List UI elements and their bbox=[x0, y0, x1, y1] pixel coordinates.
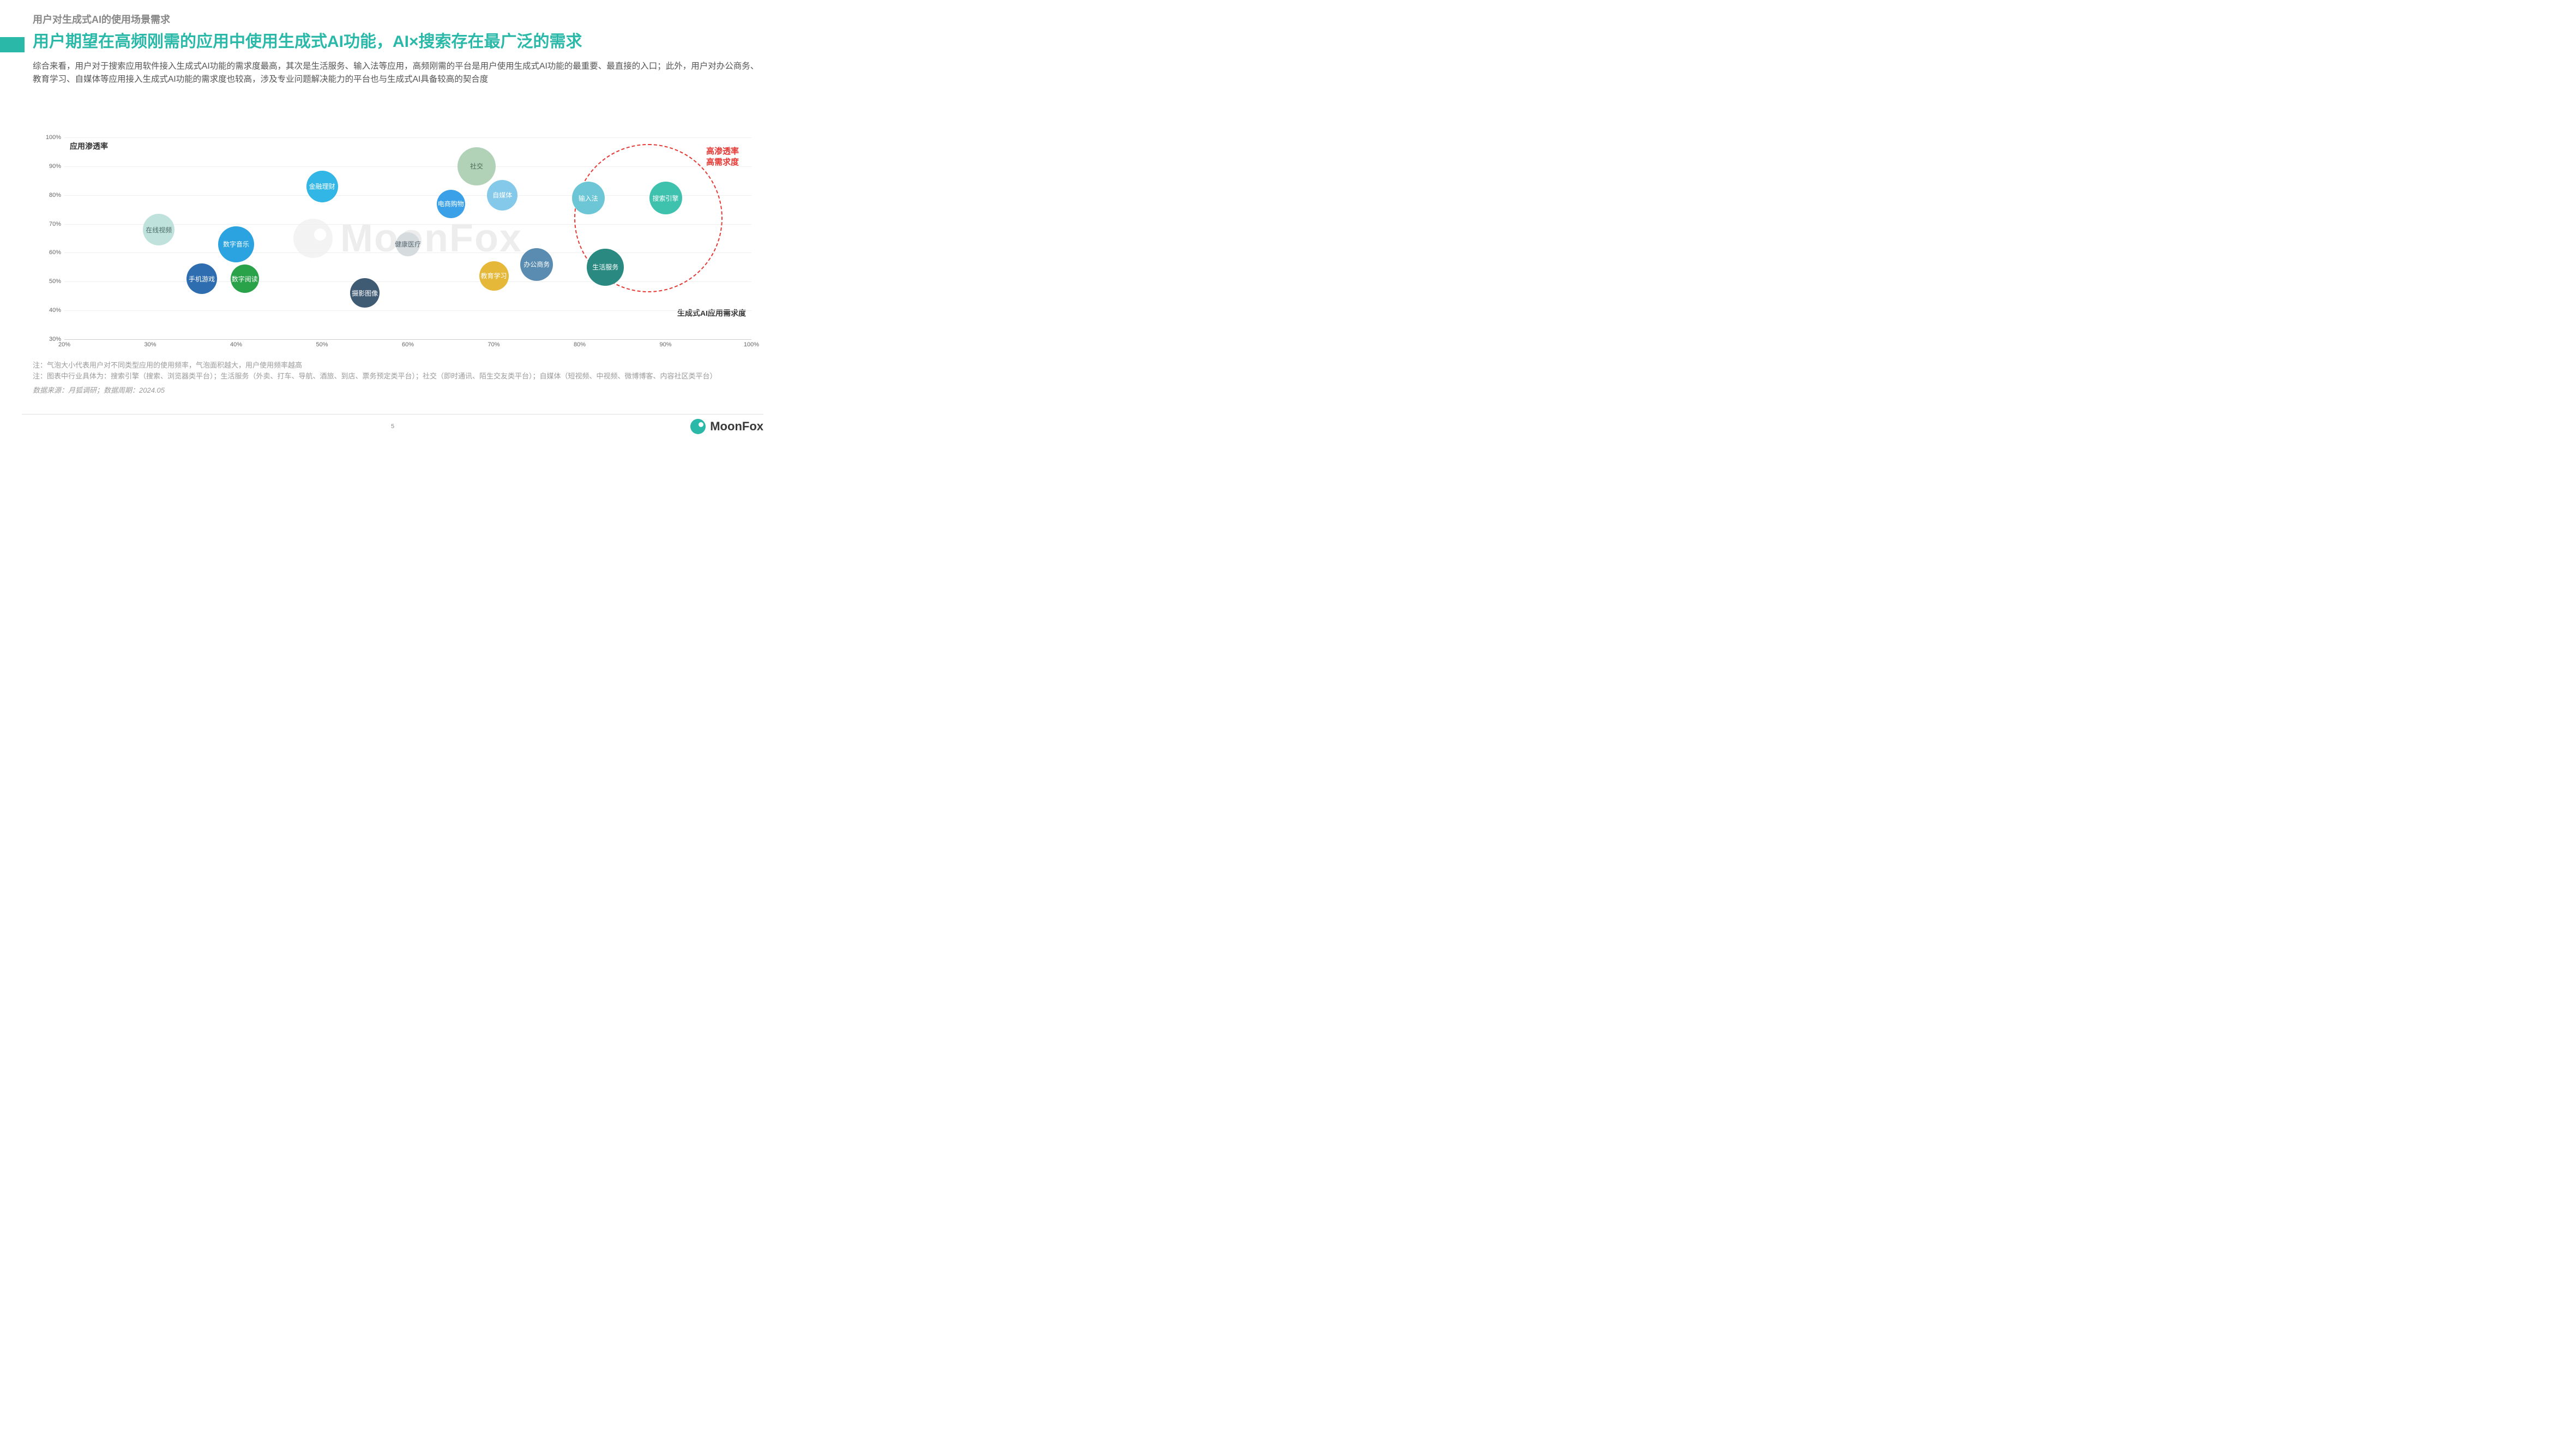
watermark-icon bbox=[293, 219, 333, 258]
bubble-输入法: 输入法 bbox=[572, 182, 605, 214]
bubble-社交: 社交 bbox=[458, 147, 496, 185]
x-tick: 90% bbox=[659, 341, 671, 348]
brand-text: MoonFox bbox=[710, 419, 763, 434]
bubble-生活服务: 生活服务 bbox=[587, 249, 624, 286]
page-subtitle: 用户对生成式AI的使用场景需求 bbox=[33, 12, 763, 26]
brand-logo: MoonFox bbox=[690, 419, 763, 434]
bubble-自媒体: 自媒体 bbox=[487, 180, 517, 211]
y-tick: 60% bbox=[43, 249, 61, 256]
bubble-在线视频: 在线视频 bbox=[143, 214, 174, 245]
bubble-数字阅读: 数字阅读 bbox=[231, 265, 259, 293]
bubble-电商购物: 电商购物 bbox=[437, 190, 465, 218]
header: 用户对生成式AI的使用场景需求 用户期望在高频刚需的应用中使用生成式AI功能，A… bbox=[33, 12, 763, 86]
highlight-label: 高渗透率高需求度 bbox=[706, 146, 739, 167]
data-source: 数据来源：月狐调研；数据周期：2024.05 bbox=[33, 385, 763, 396]
footnotes: 注：气泡大小代表用户对不同类型应用的使用频率，气泡面积越大，用户使用频率越高 注… bbox=[33, 360, 763, 396]
x-tick: 60% bbox=[402, 341, 414, 348]
x-tick: 30% bbox=[144, 341, 156, 348]
bubble-摄影图像: 摄影图像 bbox=[350, 278, 380, 308]
bubble-chart: MoonFox 应用渗透率 生成式AI应用需求度 30% 40% 50% 60% 70%… bbox=[43, 137, 757, 350]
bubble-搜索引擎: 搜索引擎 bbox=[649, 182, 682, 214]
brand-icon bbox=[690, 419, 706, 434]
footer: 5 MoonFox bbox=[22, 414, 763, 434]
page-description: 综合来看，用户对于搜索应用软件接入生成式AI功能的需求度最高，其次是生活服务、输… bbox=[33, 60, 763, 86]
watermark-text: MoonFox bbox=[340, 216, 522, 261]
accent-bar bbox=[0, 37, 25, 52]
bubble-金融理财: 金融理财 bbox=[306, 171, 338, 202]
y-tick: 80% bbox=[43, 192, 61, 199]
bubble-办公商务: 办公商务 bbox=[520, 248, 553, 281]
gridline bbox=[64, 310, 751, 311]
x-tick: 80% bbox=[574, 341, 586, 348]
x-tick: 40% bbox=[230, 341, 242, 348]
x-tick: 70% bbox=[487, 341, 499, 348]
gridline bbox=[64, 137, 751, 138]
x-tick: 20% bbox=[58, 341, 70, 348]
x-tick: 100% bbox=[744, 341, 759, 348]
x-tick: 50% bbox=[316, 341, 328, 348]
bubble-教育学习: 教育学习 bbox=[479, 261, 509, 291]
y-tick: 70% bbox=[43, 221, 61, 227]
bubble-健康医疗: 健康医疗 bbox=[396, 232, 420, 256]
note-line-2: 注：图表中行业具体为：搜索引擎（搜索、浏览器类平台）；生活服务（外卖、打车、导航… bbox=[33, 371, 763, 382]
x-axis-title: 生成式AI应用需求度 bbox=[677, 308, 746, 319]
page-title: 用户期望在高频刚需的应用中使用生成式AI功能，AI×搜索存在最广泛的需求 bbox=[33, 32, 763, 52]
note-line-1: 注：气泡大小代表用户对不同类型应用的使用频率，气泡面积越大，用户使用频率越高 bbox=[33, 360, 763, 371]
bubble-数字音乐: 数字音乐 bbox=[218, 226, 254, 262]
y-tick: 50% bbox=[43, 278, 61, 285]
y-tick: 90% bbox=[43, 163, 61, 170]
y-tick: 40% bbox=[43, 307, 61, 314]
bubble-手机游戏: 手机游戏 bbox=[186, 263, 217, 294]
y-tick: 100% bbox=[43, 134, 61, 141]
page-number: 5 bbox=[391, 423, 394, 430]
y-axis-title: 应用渗透率 bbox=[70, 141, 108, 152]
